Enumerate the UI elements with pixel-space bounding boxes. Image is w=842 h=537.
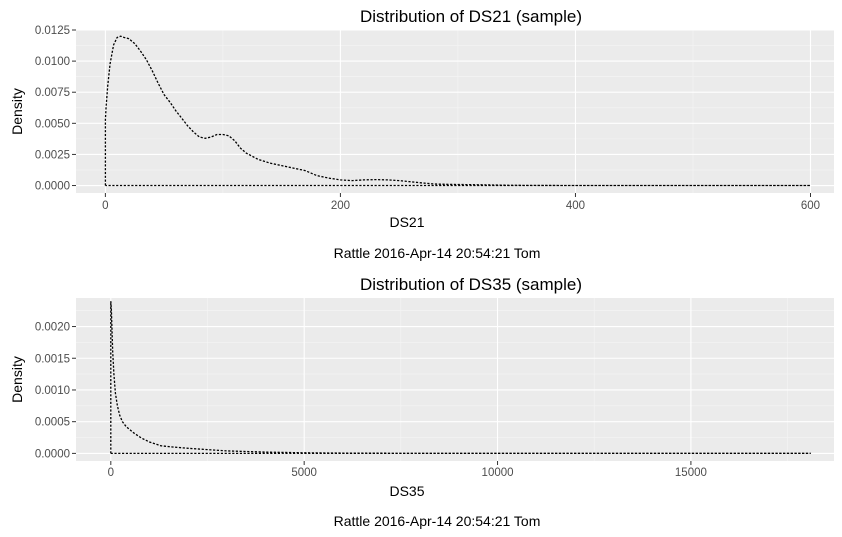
y-tick-label: 0.0025 <box>35 149 70 161</box>
y-tick-label: 0.0075 <box>35 87 70 99</box>
y-axis-title: Density <box>9 356 25 403</box>
y-axis-title: Density <box>9 88 25 135</box>
chart-ds35: Distribution of DS35 (sample) 0 5000 10000 1… <box>9 275 834 529</box>
chart-title: Distribution of DS21 (sample) <box>360 7 582 26</box>
y-tick-label: 0.0000 <box>35 448 70 460</box>
chart-caption: Rattle 2016-Apr-14 20:54:21 Tom <box>334 245 541 261</box>
plot-panel <box>76 30 834 193</box>
x-axis-title: DS35 <box>389 483 424 499</box>
chart-title: Distribution of DS35 (sample) <box>360 275 582 294</box>
chart-ds21: Distribution of DS21 (sample) 0 200 400 600 0… <box>9 7 834 261</box>
y-tick-label: 0.0005 <box>35 417 70 429</box>
y-tick-label: 0.0010 <box>35 385 70 397</box>
x-tick-label: 0 <box>108 467 114 479</box>
y-tick-label: 0.0000 <box>35 181 70 193</box>
y-tick-label: 0.0015 <box>35 353 70 365</box>
y-tick-label: 0.0050 <box>35 118 70 130</box>
x-tick-label: 200 <box>331 200 350 212</box>
x-tick-label: 600 <box>801 200 820 212</box>
x-tick-label: 10000 <box>482 467 514 479</box>
y-tick-label: 0.0100 <box>35 56 70 68</box>
x-tick-label: 400 <box>566 200 585 212</box>
chart-caption: Rattle 2016-Apr-14 20:54:21 Tom <box>334 513 541 529</box>
x-tick-label: 15000 <box>675 467 707 479</box>
x-tick-label: 0 <box>102 200 108 212</box>
x-axis-title: DS21 <box>389 214 424 230</box>
x-tick-label: 5000 <box>291 467 317 479</box>
density-line <box>110 301 811 455</box>
y-tick-label: 0.0125 <box>35 25 70 37</box>
density-line <box>104 35 811 187</box>
plot-panel <box>76 298 834 461</box>
y-tick-label: 0.0020 <box>35 322 70 334</box>
